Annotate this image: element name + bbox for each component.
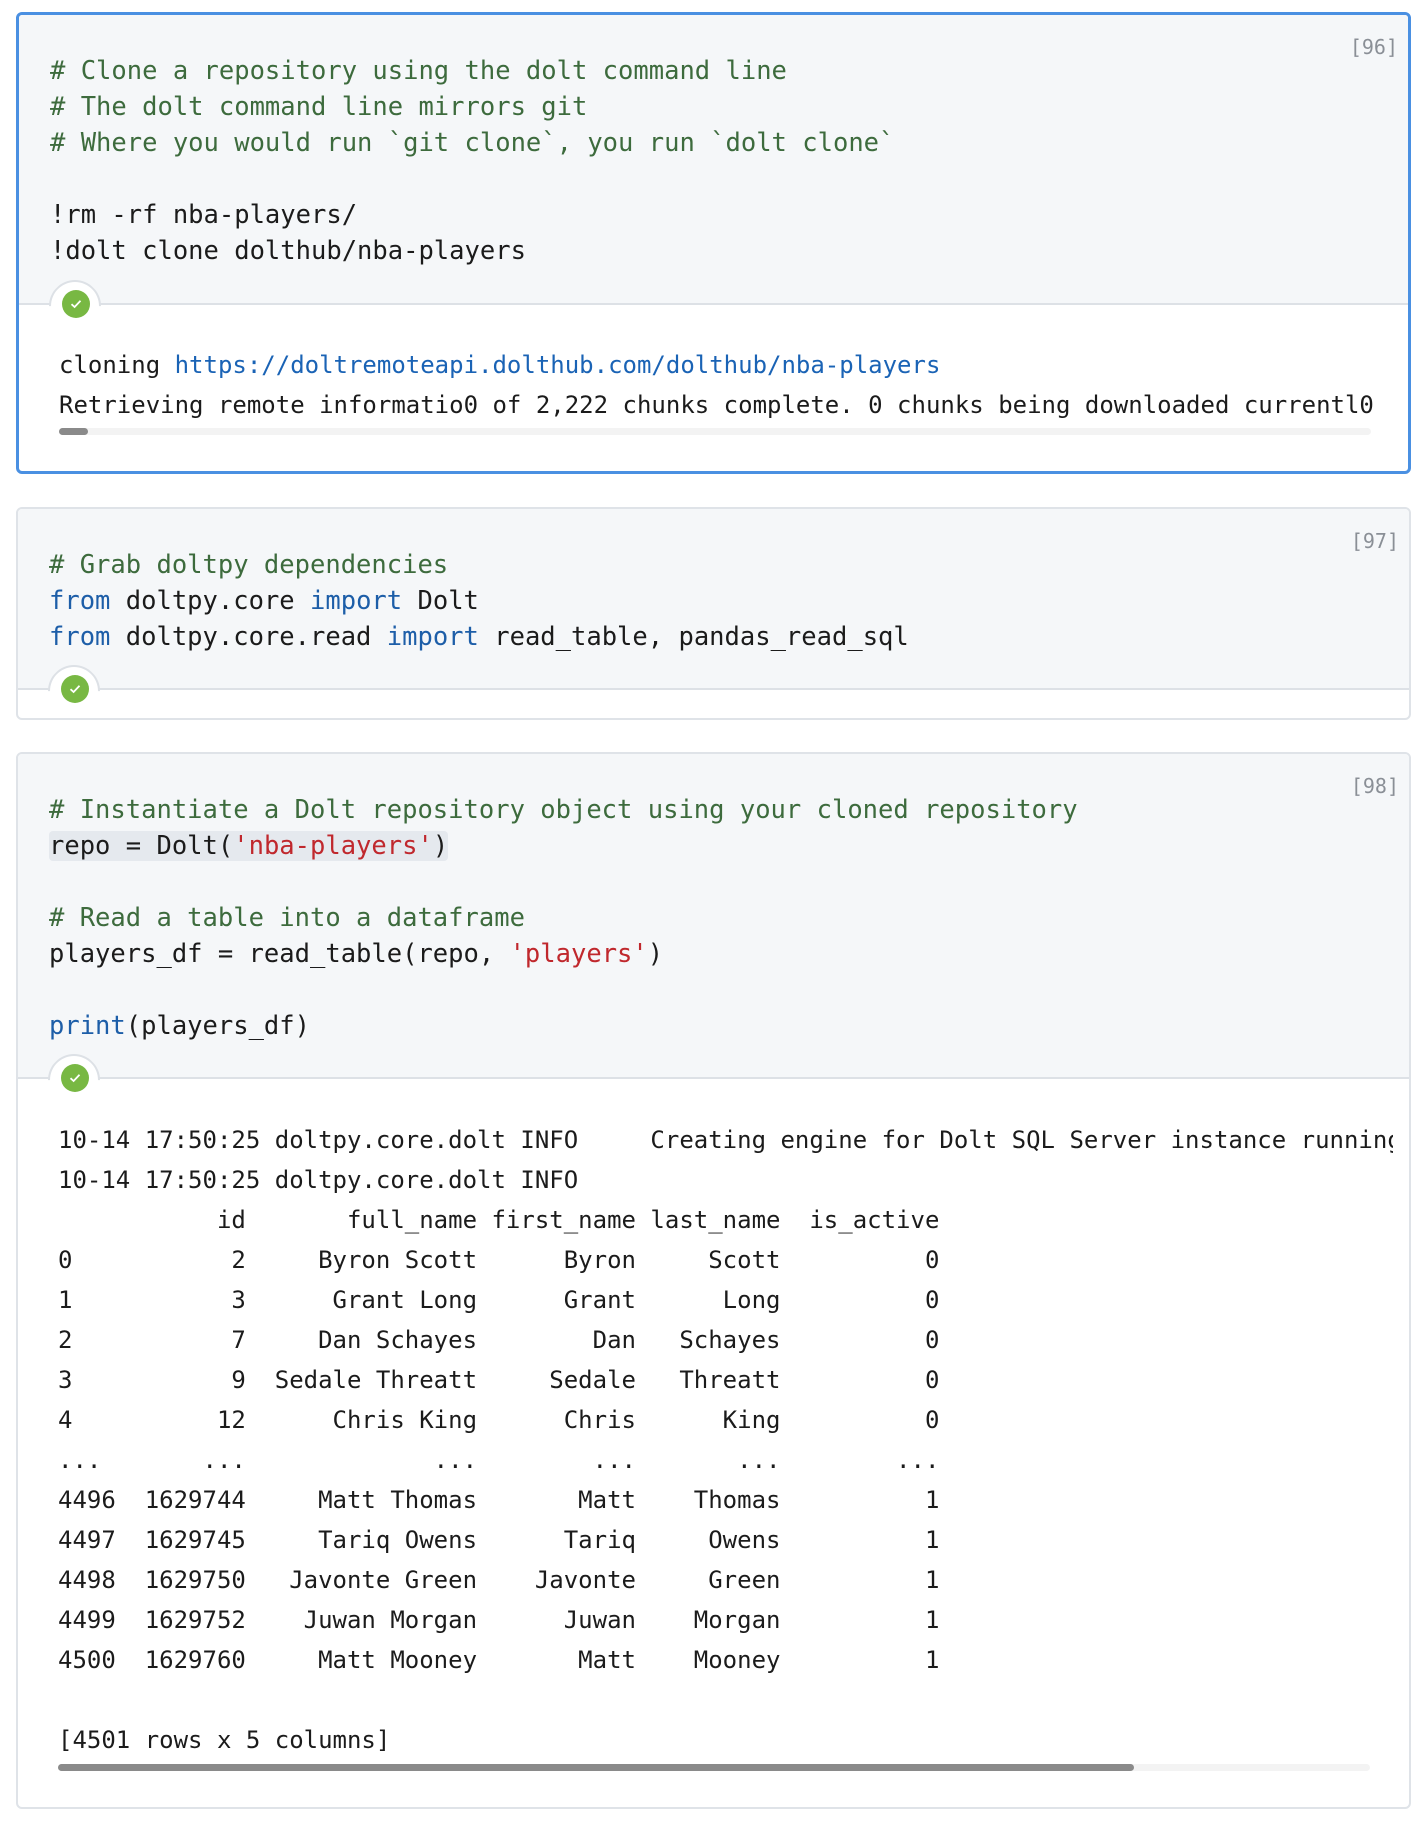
keyword: from	[49, 622, 111, 652]
cell-output: cloning https://doltremoteapi.dolthub.co…	[19, 305, 1408, 435]
code-token: Dolt	[402, 586, 479, 616]
code-editor[interactable]: # Grab doltpy dependencies from doltpy.c…	[49, 547, 1409, 655]
code-line: players_df = read_table(repo, 'players')	[49, 936, 1409, 972]
code-token: )	[432, 831, 449, 861]
output-text: 10-14 17:50:25 doltpy.core.dolt INFO Cre…	[58, 1120, 1393, 1760]
check-circle-icon	[62, 290, 90, 318]
execution-counter: [97]	[1350, 529, 1399, 553]
check-circle-icon	[61, 1064, 89, 1092]
notebook-cell-98[interactable]: [98] # Instantiate a Dolt repository obj…	[16, 752, 1411, 1809]
string-literal: 'nba-players'	[233, 831, 433, 861]
horizontal-scrollbar[interactable]	[58, 1764, 1370, 1771]
notebook-cell-96[interactable]: [96] # Clone a repository using the dolt…	[16, 12, 1411, 474]
cell-output: 10-14 17:50:25 doltpy.core.dolt INFO Cre…	[18, 1079, 1409, 1771]
dataframe-row: 1 3 Grant Long Grant Long 0	[58, 1286, 940, 1314]
code-token: repo = Dolt(	[49, 831, 234, 861]
code-line: print(players_df)	[49, 1008, 1409, 1044]
code-token: )	[647, 939, 664, 969]
output-text-line: Retrieving remote informatio0 of 2,222 c…	[59, 391, 1374, 419]
dataframe-row: 4496 1629744 Matt Thomas Matt Thomas 1	[58, 1486, 940, 1514]
dataframe-row: 4499 1629752 Juwan Morgan Juwan Morgan 1	[58, 1606, 940, 1634]
execution-counter: [96]	[1349, 35, 1398, 59]
dataframe-summary: [4501 rows x 5 columns]	[58, 1726, 391, 1754]
notebook-cell-97[interactable]: [97] # Grab doltpy dependencies from dol…	[16, 507, 1411, 720]
code-editor[interactable]: # Instantiate a Dolt repository object u…	[49, 792, 1409, 1044]
dataframe-row: 4500 1629760 Matt Mooney Matt Mooney 1	[58, 1646, 940, 1674]
code-line: from doltpy.core import Dolt	[49, 583, 1409, 619]
code-input[interactable]: [97] # Grab doltpy dependencies from dol…	[18, 509, 1409, 718]
log-line: 10-14 17:50:25 doltpy.core.dolt INFO	[58, 1166, 579, 1194]
code-token: doltpy.core	[110, 586, 311, 616]
code-input[interactable]: [96] # Clone a repository using the dolt…	[19, 15, 1408, 343]
code-comment: # Where you would run `git clone`, you r…	[50, 128, 895, 158]
check-circle-icon	[61, 675, 89, 703]
code-line: repo = Dolt('nba-players')	[49, 828, 1409, 864]
output-text: cloning https://doltremoteapi.dolthub.co…	[59, 345, 1394, 425]
keyword: from	[49, 586, 111, 616]
execution-counter: [98]	[1350, 774, 1399, 798]
scrollbar-thumb[interactable]	[58, 1764, 1134, 1771]
dataframe-row: 3 9 Sedale Threatt Sedale Threatt 0	[58, 1366, 940, 1394]
code-line: !dolt clone dolthub/nba-players	[50, 236, 526, 266]
code-comment: # Read a table into a dataframe	[49, 903, 525, 933]
builtin: print	[49, 1011, 126, 1041]
code-line: from doltpy.core.read import read_table,…	[49, 619, 1409, 655]
code-editor[interactable]: # Clone a repository using the dolt comm…	[50, 53, 1408, 269]
dataframe-row: 2 7 Dan Schayes Dan Schayes 0	[58, 1326, 940, 1354]
dataframe-header: id full_name first_name last_name is_act…	[58, 1206, 940, 1234]
current-line-highlight: repo = Dolt('nba-players')	[49, 831, 449, 861]
code-line: !rm -rf nba-players/	[50, 200, 358, 230]
code-input[interactable]: [98] # Instantiate a Dolt repository obj…	[18, 754, 1409, 1117]
code-token: doltpy.core.read	[110, 622, 387, 652]
dataframe-row: 4 12 Chris King Chris King 0	[58, 1406, 940, 1434]
code-token: (players_df)	[125, 1011, 310, 1041]
code-token: read_table, pandas_read_sql	[478, 622, 909, 652]
horizontal-scrollbar[interactable]	[59, 428, 1371, 435]
code-comment: # Instantiate a Dolt repository object u…	[49, 795, 1078, 825]
scrollbar-thumb[interactable]	[59, 428, 88, 435]
remote-url-link[interactable]: https://doltremoteapi.dolthub.com/dolthu…	[174, 351, 941, 379]
code-comment: # Clone a repository using the dolt comm…	[50, 56, 787, 86]
dataframe-row: ... ... ... ... ... ...	[58, 1446, 940, 1474]
dataframe-row: 4497 1629745 Tariq Owens Tariq Owens 1	[58, 1526, 940, 1554]
log-line: 10-14 17:50:25 doltpy.core.dolt INFO Cre…	[58, 1126, 1393, 1154]
code-comment: # The dolt command line mirrors git	[50, 92, 588, 122]
code-comment: # Grab doltpy dependencies	[49, 550, 449, 580]
dataframe-row: 4498 1629750 Javonte Green Javonte Green…	[58, 1566, 940, 1594]
string-literal: 'players'	[509, 939, 648, 969]
output-text-line: cloning	[59, 351, 175, 379]
keyword: import	[386, 622, 479, 652]
keyword: import	[310, 586, 403, 616]
dataframe-output: id full_name first_name last_name is_act…	[58, 1200, 1393, 1680]
code-token: players_df = read_table(repo,	[49, 939, 510, 969]
dataframe-row: 0 2 Byron Scott Byron Scott 0	[58, 1246, 940, 1274]
